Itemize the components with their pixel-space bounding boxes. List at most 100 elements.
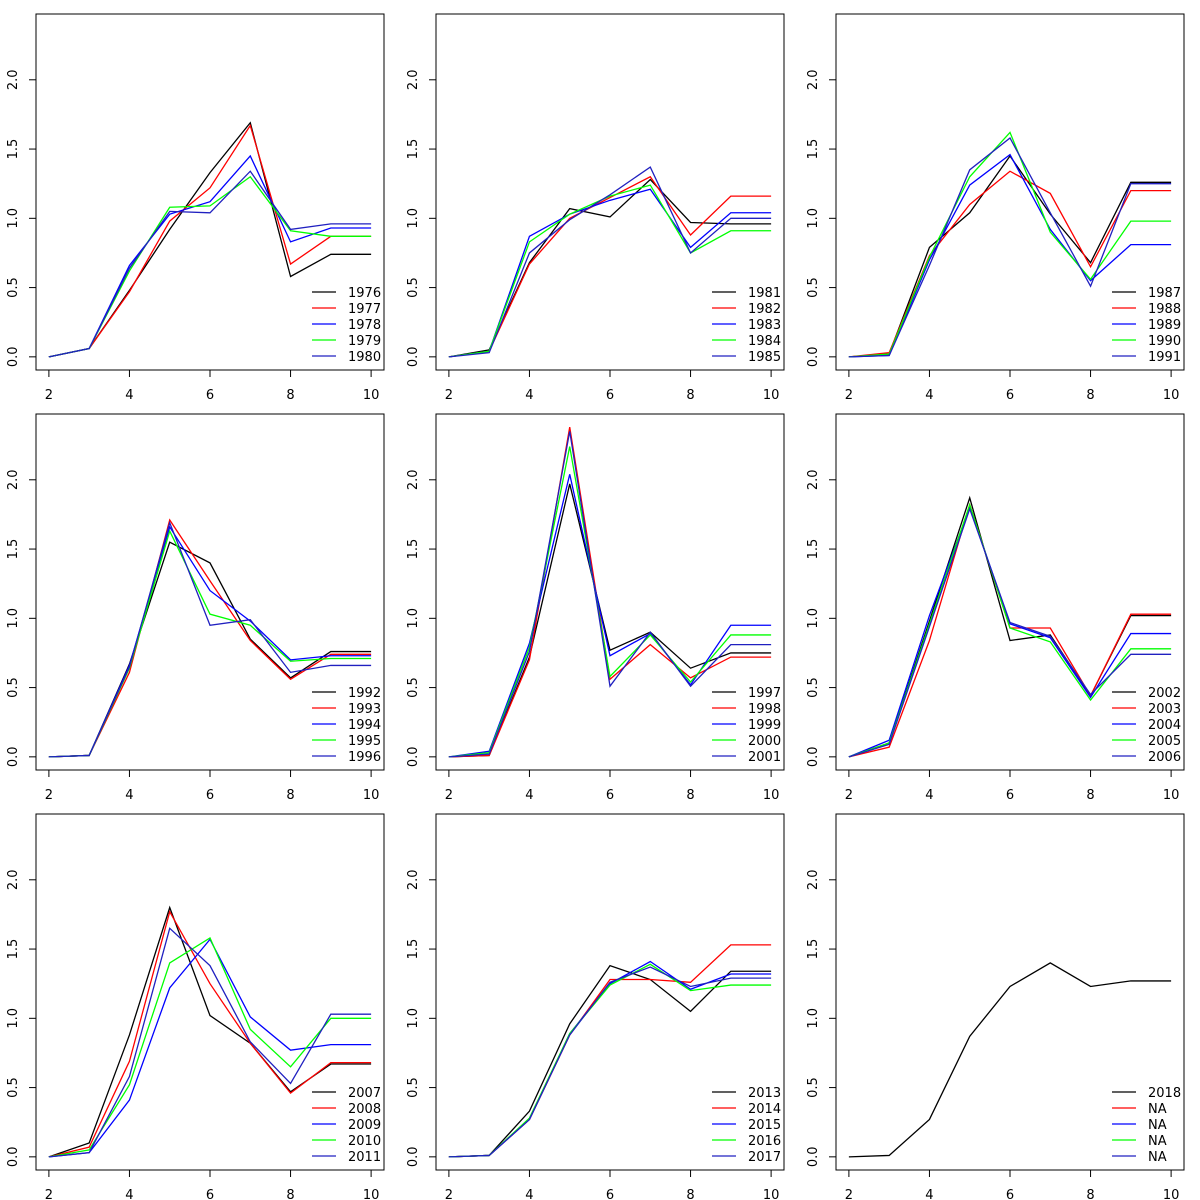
- y-tick-label: 0.5: [6, 277, 21, 298]
- series-line: [848, 136, 1172, 358]
- y-tick-label: 2.0: [406, 469, 421, 490]
- x-tick-label: 2: [445, 1188, 453, 1200]
- x-tick-label: 4: [925, 388, 933, 403]
- series-line: [448, 166, 772, 358]
- y-tick-label: 1.0: [406, 208, 421, 229]
- y-tick-label: 0.0: [6, 746, 21, 767]
- x-tick-label: 8: [286, 388, 294, 403]
- legend-label: 2004: [1148, 718, 1181, 733]
- y-tick-label: 1.0: [6, 608, 21, 629]
- legend-label: 2016: [748, 1134, 781, 1149]
- plot-frame: [835, 13, 1185, 371]
- x-tick-label: 8: [1086, 788, 1094, 803]
- series-line: [48, 170, 372, 358]
- y-tick-label: 1.5: [6, 939, 21, 960]
- y-tick-label: 1.5: [806, 939, 821, 960]
- series-line: [448, 431, 772, 758]
- y-tick-label: 2.0: [406, 69, 421, 90]
- legend-label: 2003: [1148, 702, 1181, 717]
- plot-frame: [835, 813, 1185, 1171]
- plot-frame: [35, 813, 385, 1171]
- x-tick-label: 4: [125, 1188, 133, 1200]
- legend-label: 2006: [1148, 750, 1181, 765]
- legend-label: 1978: [348, 318, 381, 333]
- series-line: [848, 505, 1172, 758]
- y-tick-label: 2.0: [6, 469, 21, 490]
- y-tick-label: 0.5: [6, 1077, 21, 1098]
- y-tick-label: 0.0: [6, 346, 21, 367]
- x-tick-label: 4: [525, 388, 533, 403]
- y-tick-label: 0.0: [806, 346, 821, 367]
- y-tick-label: 0.0: [406, 346, 421, 367]
- y-tick-label: 1.0: [806, 608, 821, 629]
- x-tick-label: 10: [1163, 788, 1180, 803]
- legend-label: 1987: [1148, 286, 1181, 301]
- series-line: [48, 121, 372, 358]
- legend-label: 1998: [748, 702, 781, 717]
- y-tick-label: 0.5: [406, 277, 421, 298]
- y-tick-label: 1.5: [6, 539, 21, 560]
- legend-label: NA: [1148, 1150, 1167, 1165]
- legend-label: 1983: [748, 318, 781, 333]
- x-tick-label: 10: [363, 1188, 380, 1200]
- y-tick-label: 2.0: [806, 869, 821, 890]
- legend-label: 1981: [748, 286, 781, 301]
- plot-frame: [35, 413, 385, 771]
- panel: 0.0 0.5 1.0 1.5 2.0 2 4 6 8 10 1987198819891990199…: [806, 13, 1185, 403]
- x-tick-label: 2: [45, 388, 53, 403]
- y-tick-label: 0.5: [806, 1077, 821, 1098]
- legend-label: 2013: [748, 1086, 781, 1101]
- y-tick-label: 2.0: [6, 69, 21, 90]
- y-tick-label: 0.5: [6, 677, 21, 698]
- series-line: [48, 525, 372, 758]
- legend-label: 1985: [748, 350, 781, 365]
- x-tick-label: 2: [45, 1188, 53, 1200]
- series-line: [448, 964, 772, 1158]
- x-tick-label: 8: [686, 1188, 694, 1200]
- y-tick-label: 0.0: [806, 746, 821, 767]
- legend-label: 2011: [348, 1150, 381, 1165]
- y-tick-label: 1.0: [6, 208, 21, 229]
- y-tick-label: 0.0: [6, 1146, 21, 1167]
- y-tick-label: 1.5: [406, 939, 421, 960]
- x-tick-label: 2: [845, 388, 853, 403]
- legend-label: 2015: [748, 1118, 781, 1133]
- y-tick-label: 0.5: [406, 677, 421, 698]
- plot-frame: [835, 413, 1185, 771]
- x-tick-label: 10: [763, 388, 780, 403]
- y-tick-label: 0.0: [406, 746, 421, 767]
- legend-label: NA: [1148, 1102, 1167, 1117]
- x-tick-label: 6: [606, 1188, 614, 1200]
- legend-label: 1990: [1148, 334, 1181, 349]
- x-tick-label: 10: [363, 388, 380, 403]
- x-tick-label: 8: [286, 788, 294, 803]
- panel: 0.0 0.5 1.0 1.5 2.0 2 4 6 8 10 2002200320042005200…: [806, 413, 1185, 803]
- x-tick-label: 6: [206, 788, 214, 803]
- x-tick-label: 10: [1163, 1188, 1180, 1200]
- x-tick-label: 6: [606, 788, 614, 803]
- series-line: [848, 506, 1172, 758]
- y-tick-label: 0.5: [806, 677, 821, 698]
- plot-frame: [35, 13, 385, 371]
- legend-label: 1995: [348, 734, 381, 749]
- series-line: [848, 962, 1172, 1158]
- x-tick-label: 2: [445, 788, 453, 803]
- y-tick-label: 0.0: [406, 1146, 421, 1167]
- legend-label: 1993: [348, 702, 381, 717]
- series-line: [48, 175, 372, 358]
- x-tick-label: 8: [286, 1188, 294, 1200]
- y-tick-label: 1.5: [806, 139, 821, 160]
- x-tick-label: 4: [125, 788, 133, 803]
- x-tick-label: 4: [925, 788, 933, 803]
- series-line: [448, 184, 772, 358]
- legend-label: 2014: [748, 1102, 781, 1117]
- y-tick-label: 1.5: [806, 539, 821, 560]
- x-tick-label: 4: [925, 1188, 933, 1200]
- series-line: [448, 446, 772, 758]
- series-line: [448, 483, 772, 758]
- x-tick-label: 6: [1006, 1188, 1014, 1200]
- panel: 0.0 0.5 1.0 1.5 2.0 2 4 6 8 10 1997199819992000200…: [406, 413, 785, 803]
- legend-label: 1991: [1148, 350, 1181, 365]
- series-line: [848, 153, 1172, 358]
- legend-label: 1977: [348, 302, 381, 317]
